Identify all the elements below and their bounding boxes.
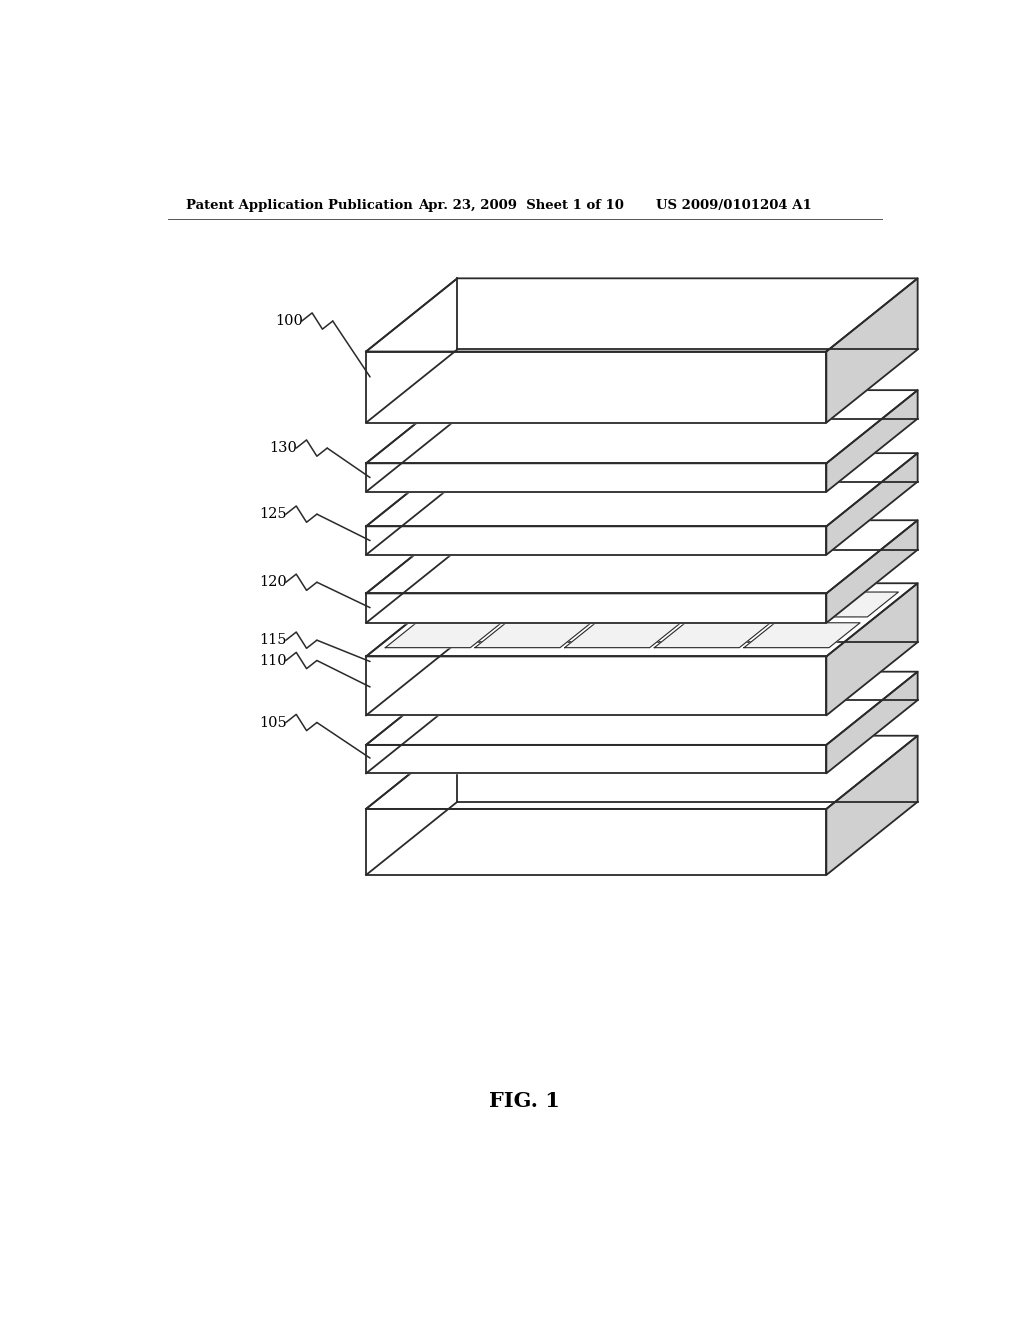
Polygon shape: [367, 453, 918, 527]
Polygon shape: [564, 623, 681, 648]
Polygon shape: [385, 623, 502, 648]
Polygon shape: [367, 583, 918, 656]
Text: 105: 105: [259, 715, 287, 730]
Polygon shape: [367, 463, 826, 492]
Text: FIG. 1: FIG. 1: [489, 1090, 560, 1110]
Polygon shape: [826, 583, 918, 715]
Polygon shape: [826, 735, 918, 875]
Text: 110: 110: [259, 653, 287, 668]
Polygon shape: [826, 453, 918, 554]
Polygon shape: [826, 279, 918, 422]
Polygon shape: [826, 520, 918, 623]
Polygon shape: [367, 279, 918, 351]
Polygon shape: [367, 391, 918, 463]
Polygon shape: [367, 351, 826, 422]
Polygon shape: [367, 656, 826, 715]
Polygon shape: [603, 593, 719, 616]
Polygon shape: [654, 623, 770, 648]
Polygon shape: [513, 593, 630, 616]
Polygon shape: [367, 594, 826, 623]
Text: Apr. 23, 2009  Sheet 1 of 10: Apr. 23, 2009 Sheet 1 of 10: [418, 198, 624, 211]
Polygon shape: [424, 593, 540, 616]
Polygon shape: [826, 672, 918, 774]
Polygon shape: [692, 593, 809, 616]
Polygon shape: [475, 623, 591, 648]
Polygon shape: [782, 593, 898, 616]
Polygon shape: [367, 520, 918, 594]
Polygon shape: [367, 809, 826, 875]
Polygon shape: [367, 735, 918, 809]
Text: 120: 120: [259, 576, 287, 589]
Text: 125: 125: [259, 507, 287, 521]
Text: US 2009/0101204 A1: US 2009/0101204 A1: [655, 198, 811, 211]
Polygon shape: [367, 744, 826, 774]
Polygon shape: [826, 391, 918, 492]
Polygon shape: [744, 623, 860, 648]
Text: 130: 130: [269, 441, 297, 455]
Polygon shape: [367, 527, 826, 554]
Text: Patent Application Publication: Patent Application Publication: [186, 198, 413, 211]
Polygon shape: [367, 672, 918, 744]
Text: 115: 115: [259, 634, 287, 647]
Text: 100: 100: [274, 314, 303, 329]
